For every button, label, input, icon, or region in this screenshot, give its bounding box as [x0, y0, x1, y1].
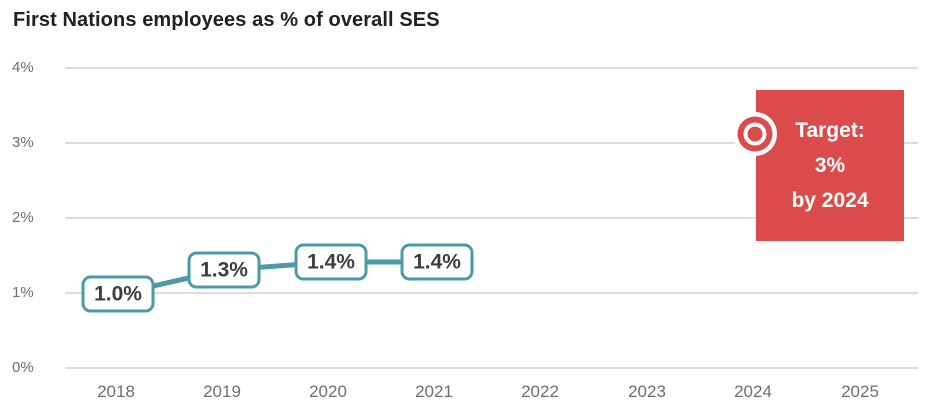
gridline-2pct — [65, 217, 918, 219]
y-axis-tick-label: 4% — [12, 59, 34, 76]
y-axis-tick-label: 1% — [12, 284, 34, 301]
data-point-label-2018: 1.0% — [81, 275, 155, 313]
data-point-label-2019: 1.3% — [187, 251, 261, 289]
target-text-line: by 2024 — [791, 189, 869, 212]
x-axis-tick-label: 2023 — [628, 382, 666, 401]
chart-title: First Nations employees as % of overall … — [13, 9, 440, 31]
y-axis-tick-label: 2% — [12, 209, 34, 226]
data-point-value: 1.4% — [413, 250, 461, 273]
x-axis-tick-label: 2021 — [415, 382, 453, 401]
x-axis-tick-label: 2019 — [203, 382, 241, 401]
x-axis-tick-label: 2025 — [841, 382, 879, 401]
data-point-value: 1.0% — [94, 282, 142, 305]
target-annotation: Target: 3% by 2024 — [756, 90, 904, 241]
data-point-value: 1.4% — [307, 250, 355, 273]
gridline-1pct — [65, 292, 918, 294]
data-point-label-2020: 1.4% — [294, 243, 368, 281]
data-point-label-2021: 1.4% — [400, 243, 474, 281]
target-text-line: Target: — [795, 119, 865, 142]
target-text-line: 3% — [814, 154, 846, 177]
x-axis-tick-label: 2018 — [97, 382, 135, 401]
x-axis-tick-label: 2022 — [521, 382, 559, 401]
bullseye-icon — [733, 112, 777, 156]
gridline-4pct — [65, 67, 918, 69]
x-axis-tick-label: 2020 — [309, 382, 347, 401]
y-axis-tick-label: 3% — [12, 134, 34, 151]
gridline-3pct — [65, 142, 918, 144]
y-axis-tick-label: 0% — [12, 359, 34, 376]
x-axis-tick-label: 2024 — [734, 382, 772, 401]
gridline-0pct — [65, 367, 918, 369]
data-point-value: 1.3% — [200, 258, 248, 281]
